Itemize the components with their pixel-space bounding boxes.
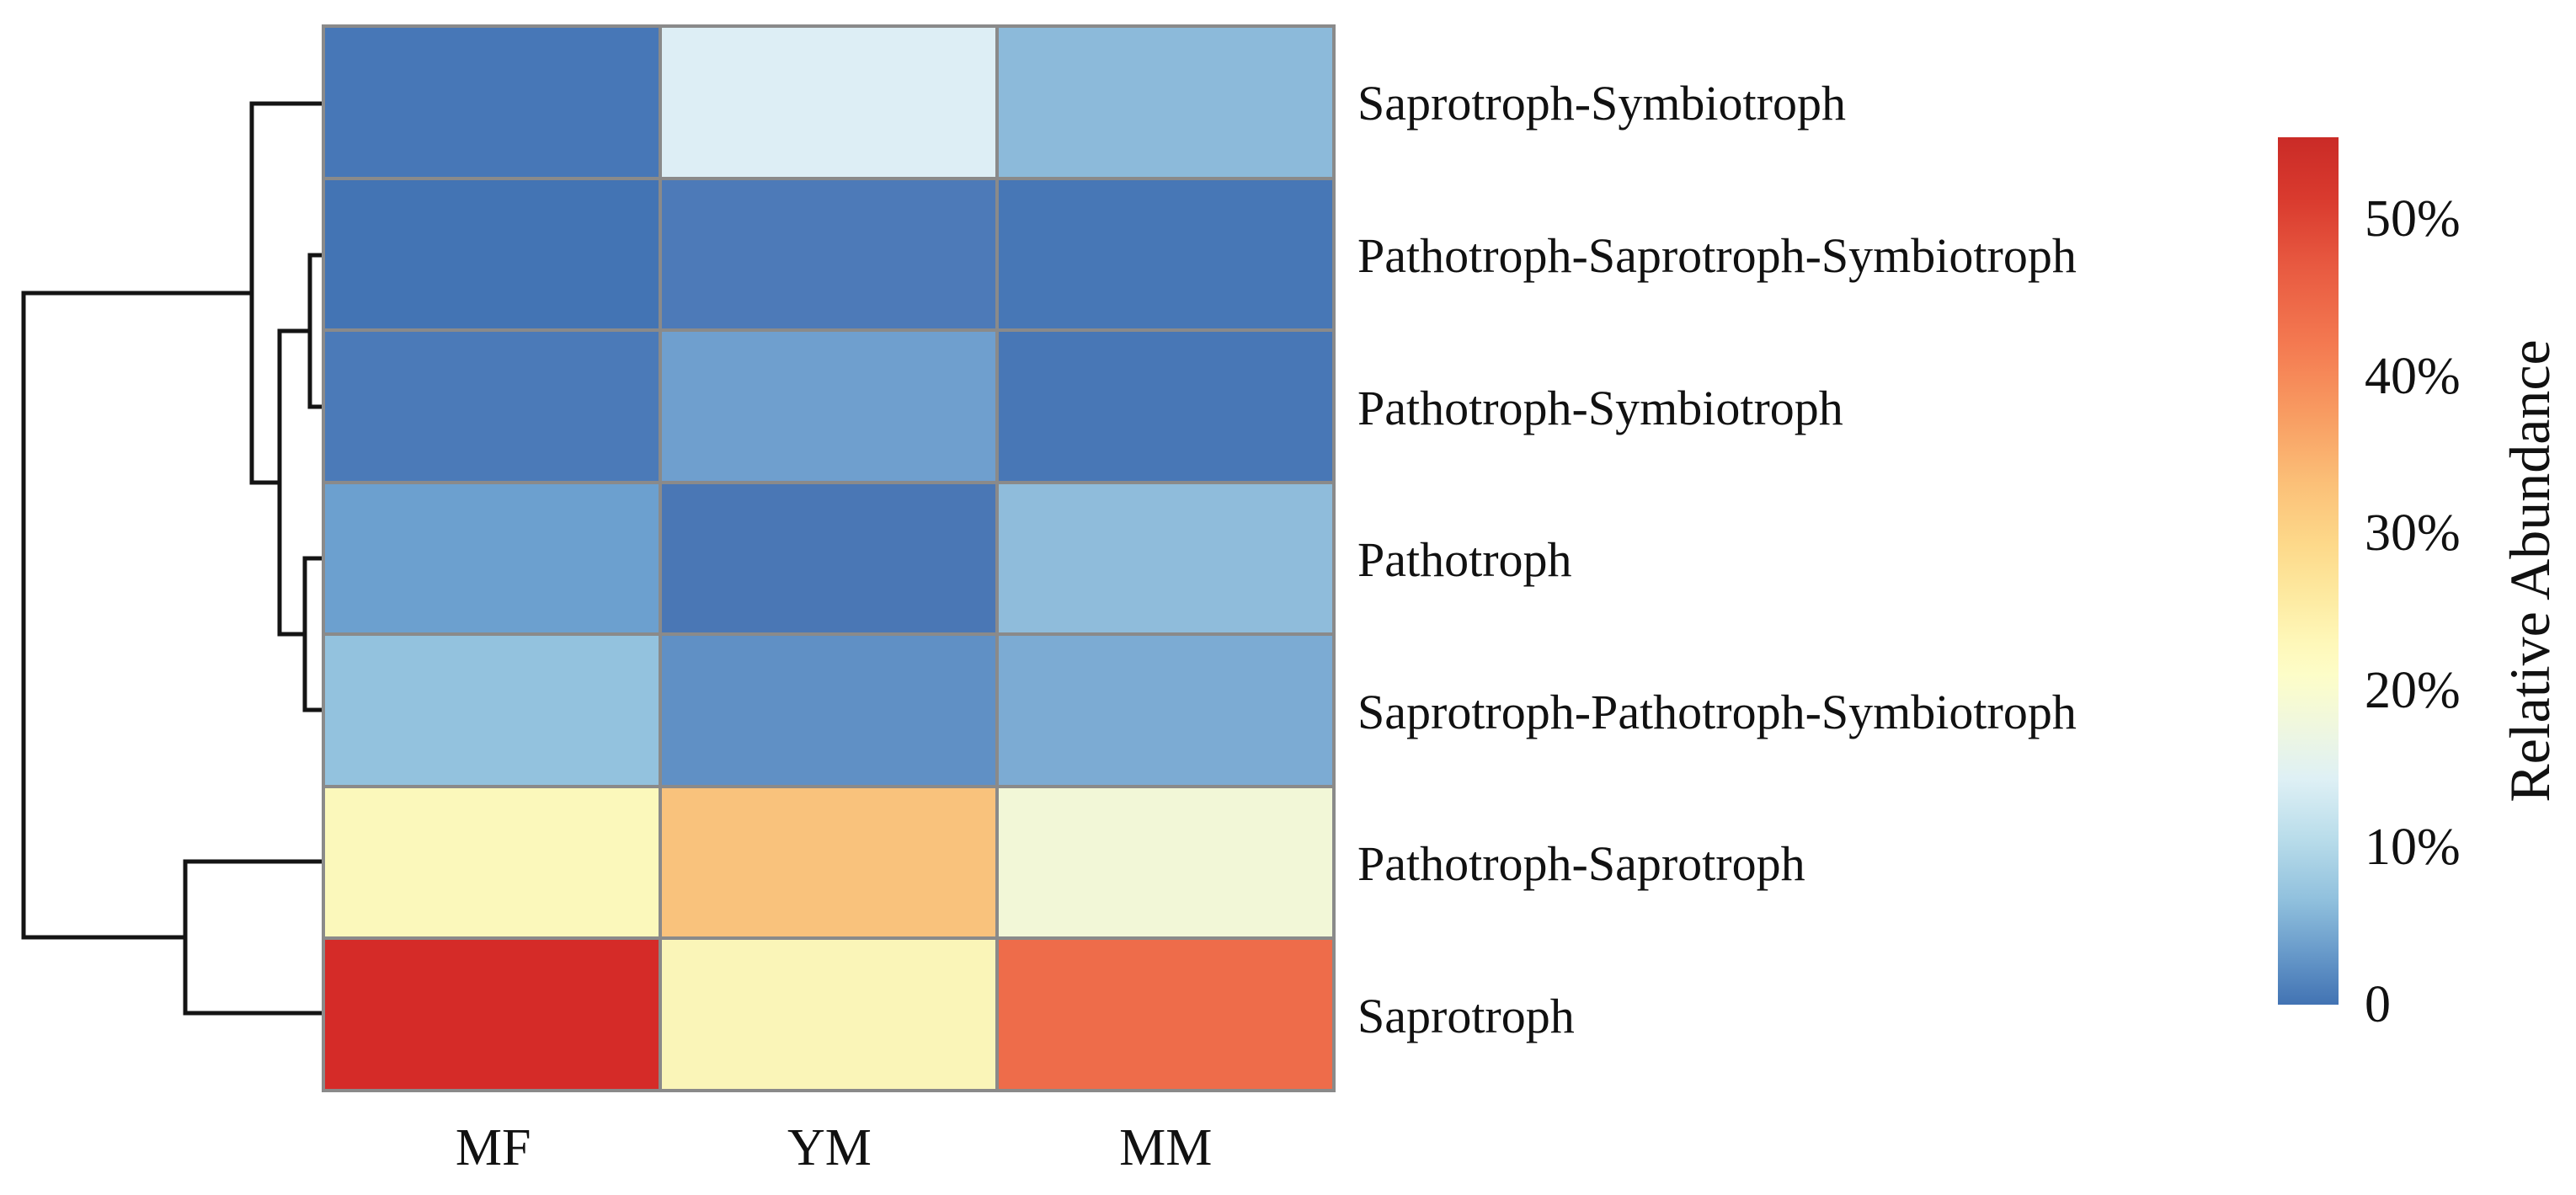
heatmap-cell-r3c0 — [325, 483, 659, 633]
heatmap-cell-r2c0 — [325, 332, 659, 481]
heatmap-cell-r2c1 — [662, 332, 995, 481]
colorbar-tick-30: 30% — [2365, 504, 2461, 563]
column-label-mf: MF — [455, 1119, 531, 1176]
colorbar-tick-0: 0 — [2365, 976, 2391, 1033]
colorbar-tick-50: 50% — [2365, 190, 2461, 248]
row-label-3: Pathotroph — [1357, 532, 1572, 588]
colorbar-gradient — [2278, 137, 2339, 1005]
heatmap-cell-r1c0 — [325, 179, 659, 329]
heatmap-grid — [322, 24, 1336, 1092]
column-label-mm: MM — [1119, 1119, 1213, 1176]
colorbar-axis-label: Relative Abundance — [2498, 339, 2562, 803]
column-label-ym: YM — [787, 1119, 872, 1176]
heatmap-cell-r0c2 — [999, 28, 1332, 177]
row-label-6: Saprotroph — [1357, 988, 1575, 1043]
heatmap-cell-r2c2 — [999, 332, 1332, 481]
heatmap-cell-r4c2 — [999, 636, 1332, 785]
heatmap-cell-r3c2 — [999, 483, 1332, 633]
heatmap-cell-r5c1 — [662, 787, 995, 937]
heatmap-cell-r0c1 — [662, 28, 995, 177]
heatmap-cell-r5c2 — [999, 787, 1332, 937]
colorbar-tick-10: 10% — [2365, 819, 2461, 877]
row-label-0: Saprotroph-Symbiotroph — [1357, 76, 1846, 131]
row-label-2: Pathotroph-Symbiotroph — [1357, 380, 1843, 435]
heatmap-cell-r6c1 — [662, 940, 995, 1089]
colorbar-tick-40: 40% — [2365, 347, 2461, 405]
colorbar-tick-20: 20% — [2365, 661, 2461, 719]
heatmap-cell-r4c1 — [662, 636, 995, 785]
heatmap-cell-r3c1 — [662, 483, 995, 633]
heatmap-cell-r0c0 — [325, 28, 659, 177]
row-label-5: Pathotroph-Saprotroph — [1357, 836, 1805, 892]
row-label-4: Saprotroph-Pathotroph-Symbiotroph — [1357, 684, 2077, 739]
heatmap-cell-r1c1 — [662, 179, 995, 329]
row-label-1: Pathotroph-Saprotroph-Symbiotroph — [1357, 227, 2077, 283]
heatmap-cell-r4c0 — [325, 636, 659, 785]
heatmap-cell-r6c2 — [999, 940, 1332, 1089]
dendrogram — [21, 101, 329, 1016]
heatmap-cell-r6c0 — [325, 940, 659, 1089]
heatmap-cell-r5c0 — [325, 787, 659, 937]
heatmap-cell-r1c2 — [999, 179, 1332, 329]
